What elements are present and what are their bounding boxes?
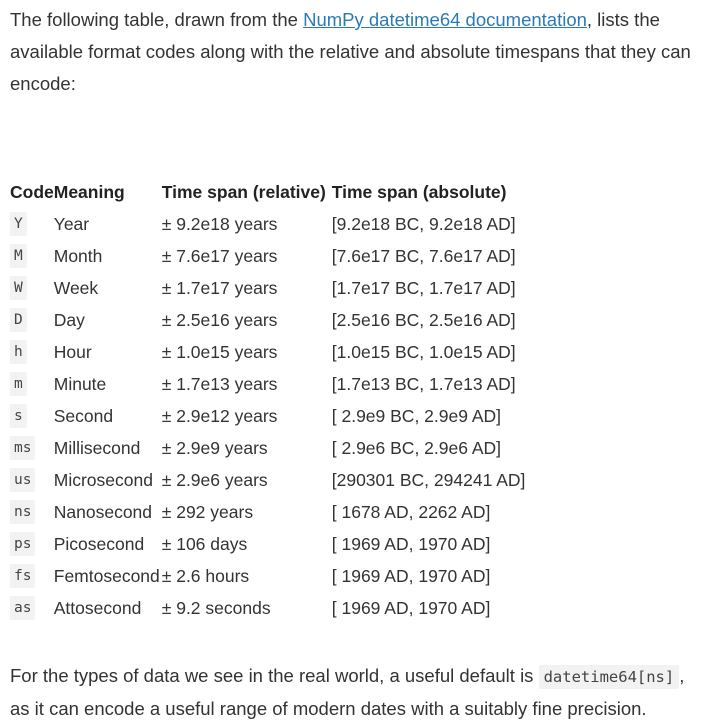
format-code: ns [10,500,36,524]
cell-time-span-relative: ± 7.6e17 years [161,245,278,266]
cell-meaning: Microsecond [53,469,153,490]
cell-time-span-absolute: [1.7e13 BC, 1.7e13 AD] [331,373,516,394]
table-row: ps Picosecond ± 106 days [ 1969 AD, 1970 AD… [10,528,532,560]
cell-code: as [10,592,54,624]
cell-time-span-relative: ± 292 years [161,501,254,522]
header-code: Code [10,181,54,202]
table-header-row: Code Meaning Time span (relative) Time s… [10,176,532,208]
format-code: as [10,596,36,620]
cell-time-span-relative: ± 2.9e6 years [161,469,268,490]
format-code: ms [10,436,36,460]
cell-time-span-absolute: [ 1969 AD, 1970 AD] [331,533,491,554]
cell-code: us [10,464,54,496]
intro-text-after-link: , lists the available format codes along… [10,9,691,94]
cell-meaning: Picosecond [53,533,145,554]
cell-time-span-absolute: [9.2e18 BC, 9.2e18 AD] [331,213,516,234]
format-code: D [10,308,27,332]
cell-code: W [10,272,54,304]
format-codes-table: Code Meaning Time span (relative) Time s… [10,176,532,624]
outro-text-before-code: For the types of data we see in the real… [10,665,539,686]
table-row: fs Femtosecond ± 2.6 hours [ 1969 AD, 1970 … [10,560,532,592]
cell-meaning: Millisecond [53,437,141,458]
cell-meaning: Femtosecond [53,565,160,586]
cell-meaning: Attosecond [53,597,142,618]
inline-code-datetime64-ns: datetime64[ns] [538,665,680,689]
format-code: Y [10,212,27,236]
table-row: s Second ± 2.9e12 years [ 2.9e9 BC, 2.9e9 A… [10,400,532,432]
cell-time-span-relative: ± 9.2e18 years [161,213,278,234]
cell-time-span-absolute: [1.7e17 BC, 1.7e17 AD] [331,277,516,298]
cell-time-span-absolute: [2.5e16 BC, 2.5e16 AD] [331,309,516,330]
cell-meaning: Day [53,309,85,330]
cell-time-span-relative: ± 1.7e17 years [161,277,278,298]
page: The following table, drawn from the NumP… [10,4,696,719]
cell-time-span-relative: ± 1.0e15 years [161,341,278,362]
cell-meaning: Nanosecond [53,501,153,522]
cell-meaning: Month [53,245,103,266]
cell-code: Y [10,208,54,240]
cell-code: m [10,368,54,400]
table-row: ms Millisecond ± 2.9e9 years [ 2.9e6 BC, 2.… [10,432,532,464]
table-body: Y Year ± 9.2e18 years [9.2e18 BC, 9.2e18 AD… [10,208,532,624]
table-row: D Day ± 2.5e16 years [2.5e16 BC, 2.5e16 AD] [10,304,532,336]
table-row: as Attosecond ± 9.2 seconds [ 1969 AD, 1970… [10,592,532,624]
cell-time-span-relative: ± 2.6 hours [161,565,250,586]
table-row: h Hour ± 1.0e15 years [1.0e15 BC, 1.0e15 AD… [10,336,532,368]
cell-time-span-absolute: [ 1969 AD, 1970 AD] [331,597,491,618]
table-row: Y Year ± 9.2e18 years [9.2e18 BC, 9.2e18 AD… [10,208,532,240]
table-row: ns Nanosecond ± 292 years [ 1678 AD, 2262 A… [10,496,532,528]
cell-meaning: Week [53,277,99,298]
cell-code: h [10,336,54,368]
cell-time-span-relative: ± 2.9e9 years [161,437,268,458]
table-row: us Microsecond ± 2.9e6 years [290301 BC, 29… [10,464,532,496]
cell-meaning: Minute [53,373,107,394]
cell-time-span-absolute: [ 1678 AD, 2262 AD] [331,501,491,522]
format-code: W [10,276,27,300]
cell-code: ps [10,528,54,560]
cell-meaning: Hour [53,341,92,362]
header-time-span-relative: Time span (relative) [161,181,326,202]
cell-meaning: Second [53,405,114,426]
format-code: M [10,244,27,268]
header-meaning: Meaning [53,181,125,202]
table-row: W Week ± 1.7e17 years [1.7e17 BC, 1.7e17 AD… [10,272,532,304]
table-row: m Minute ± 1.7e13 years [1.7e13 BC, 1.7e13 … [10,368,532,400]
cell-time-span-relative: ± 1.7e13 years [161,373,278,394]
cell-time-span-relative: ± 2.5e16 years [161,309,278,330]
cell-time-span-absolute: [ 1969 AD, 1970 AD] [331,565,491,586]
cell-time-span-relative: ± 106 days [161,533,248,554]
cell-meaning: Year [53,213,90,234]
cell-code: s [10,400,54,432]
format-code: s [10,404,27,428]
cell-code: ns [10,496,54,528]
numpy-docs-link[interactable]: NumPy datetime64 documentation [303,9,587,30]
table-row: M Month ± 7.6e17 years [7.6e17 BC, 7.6e17 A… [10,240,532,272]
outro-paragraph: For the types of data we see in the real… [10,660,696,725]
format-code: us [10,468,36,492]
intro-paragraph: The following table, drawn from the NumP… [10,4,696,100]
header-time-span-absolute: Time span (absolute) [331,181,507,202]
cell-time-span-absolute: [290301 BC, 294241 AD] [331,469,526,490]
cell-time-span-relative: ± 2.9e12 years [161,405,278,426]
intro-text-before-link: The following table, drawn from the [10,9,304,30]
cell-time-span-absolute: [1.0e15 BC, 1.0e15 AD] [331,341,516,362]
cell-code: M [10,240,54,272]
cell-code: ms [10,432,54,464]
cell-code: D [10,304,54,336]
cell-code: fs [10,560,54,592]
cell-time-span-relative: ± 9.2 seconds [161,597,271,618]
cell-time-span-absolute: [ 2.9e9 BC, 2.9e9 AD] [331,405,502,426]
format-code: h [10,340,27,364]
cell-time-span-absolute: [7.6e17 BC, 7.6e17 AD] [331,245,516,266]
format-code: m [10,372,27,396]
format-code: fs [10,564,36,588]
cell-time-span-absolute: [ 2.9e6 BC, 2.9e6 AD] [331,437,502,458]
format-code: ps [10,532,36,556]
